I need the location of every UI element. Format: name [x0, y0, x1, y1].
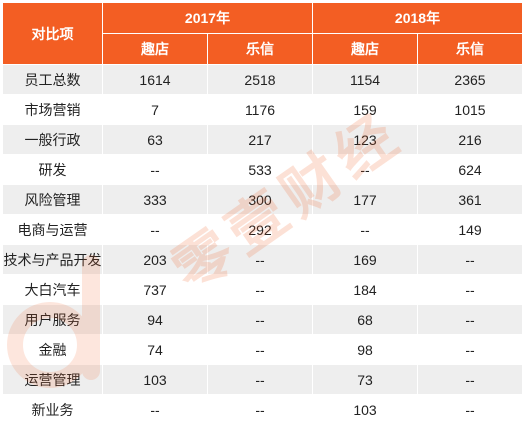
- table-cell: --: [417, 274, 523, 305]
- table-row: 一般行政 63 217 123 216: [2, 124, 523, 155]
- table-cell: 98: [312, 334, 418, 365]
- table-cell: --: [207, 364, 313, 395]
- table-cell: --: [207, 394, 313, 425]
- table-cell: --: [312, 154, 418, 185]
- row-label: 新业务: [2, 394, 103, 425]
- year-header-2018: 2018年: [312, 2, 523, 34]
- table-cell: --: [417, 244, 523, 275]
- table-cell: 159: [312, 94, 418, 125]
- table-cell: 217: [207, 124, 313, 155]
- table-cell: 68: [312, 304, 418, 335]
- table-cell: 169: [312, 244, 418, 275]
- table-cell: 63: [102, 124, 208, 155]
- table-cell: 533: [207, 154, 313, 185]
- table-cell: 177: [312, 184, 418, 215]
- table-cell: 300: [207, 184, 313, 215]
- table-cell: 74: [102, 334, 208, 365]
- table-body: 员工总数 1614 2518 1154 2365 市场营销 7 1176 159 1015 一般行政…: [2, 64, 523, 425]
- table-row: 金融 74 -- 98 --: [2, 334, 523, 365]
- table-cell: --: [207, 274, 313, 305]
- table-row: 风险管理 333 300 177 361: [2, 184, 523, 215]
- table-cell: 2518: [207, 64, 313, 95]
- company-header: 乐信: [417, 33, 523, 65]
- table-row: 市场营销 7 1176 159 1015: [2, 94, 523, 125]
- table-cell: --: [207, 334, 313, 365]
- table-cell: 184: [312, 274, 418, 305]
- row-label: 市场营销: [2, 94, 103, 125]
- table-cell: --: [102, 154, 208, 185]
- table-row: 运营管理 103 -- 73 --: [2, 364, 523, 395]
- table-row: 用户服务 94 -- 68 --: [2, 304, 523, 335]
- table-cell: --: [312, 214, 418, 245]
- company-header: 乐信: [207, 33, 313, 65]
- row-label: 电商与运营: [2, 214, 103, 245]
- table-row: 研发 -- 533 -- 624: [2, 154, 523, 185]
- table-cell: 149: [417, 214, 523, 245]
- company-header: 趣店: [312, 33, 418, 65]
- table-cell: 203: [102, 244, 208, 275]
- table-cell: --: [417, 364, 523, 395]
- row-label: 运营管理: [2, 364, 103, 395]
- table-cell: 94: [102, 304, 208, 335]
- table-cell: --: [417, 304, 523, 335]
- row-label: 大白汽车: [2, 274, 103, 305]
- table-cell: 216: [417, 124, 523, 155]
- table-cell: --: [207, 304, 313, 335]
- row-label: 技术与产品开发: [2, 244, 103, 275]
- table-cell: 7: [102, 94, 208, 125]
- table-cell: 2365: [417, 64, 523, 95]
- table-cell: --: [417, 394, 523, 425]
- table-row: 大白汽车 737 -- 184 --: [2, 274, 523, 305]
- table-cell: 73: [312, 364, 418, 395]
- row-label: 风险管理: [2, 184, 103, 215]
- row-label: 一般行政: [2, 124, 103, 155]
- table-cell: 361: [417, 184, 523, 215]
- table-cell: 103: [312, 394, 418, 425]
- table-cell: 333: [102, 184, 208, 215]
- table-cell: 737: [102, 274, 208, 305]
- table-row: 员工总数 1614 2518 1154 2365: [2, 64, 523, 95]
- row-label: 员工总数: [2, 64, 103, 95]
- table-cell: 123: [312, 124, 418, 155]
- table-cell: --: [102, 214, 208, 245]
- year-header-2017: 2017年: [102, 2, 313, 34]
- row-label: 用户服务: [2, 304, 103, 335]
- row-label: 研发: [2, 154, 103, 185]
- table-cell: 1614: [102, 64, 208, 95]
- corner-header: 对比项: [2, 2, 103, 65]
- row-label: 金融: [2, 334, 103, 365]
- table-cell: --: [207, 244, 313, 275]
- table-cell: --: [417, 334, 523, 365]
- table-cell: 624: [417, 154, 523, 185]
- table-row: 新业务 -- -- 103 --: [2, 394, 523, 425]
- table-cell: 1154: [312, 64, 418, 95]
- table-row: 技术与产品开发 203 -- 169 --: [2, 244, 523, 275]
- table-cell: 1015: [417, 94, 523, 125]
- table-cell: 1176: [207, 94, 313, 125]
- table-cell: 292: [207, 214, 313, 245]
- table-cell: 103: [102, 364, 208, 395]
- table-row: 电商与运营 -- 292 -- 149: [2, 214, 523, 245]
- table-cell: --: [102, 394, 208, 425]
- company-header: 趣店: [102, 33, 208, 65]
